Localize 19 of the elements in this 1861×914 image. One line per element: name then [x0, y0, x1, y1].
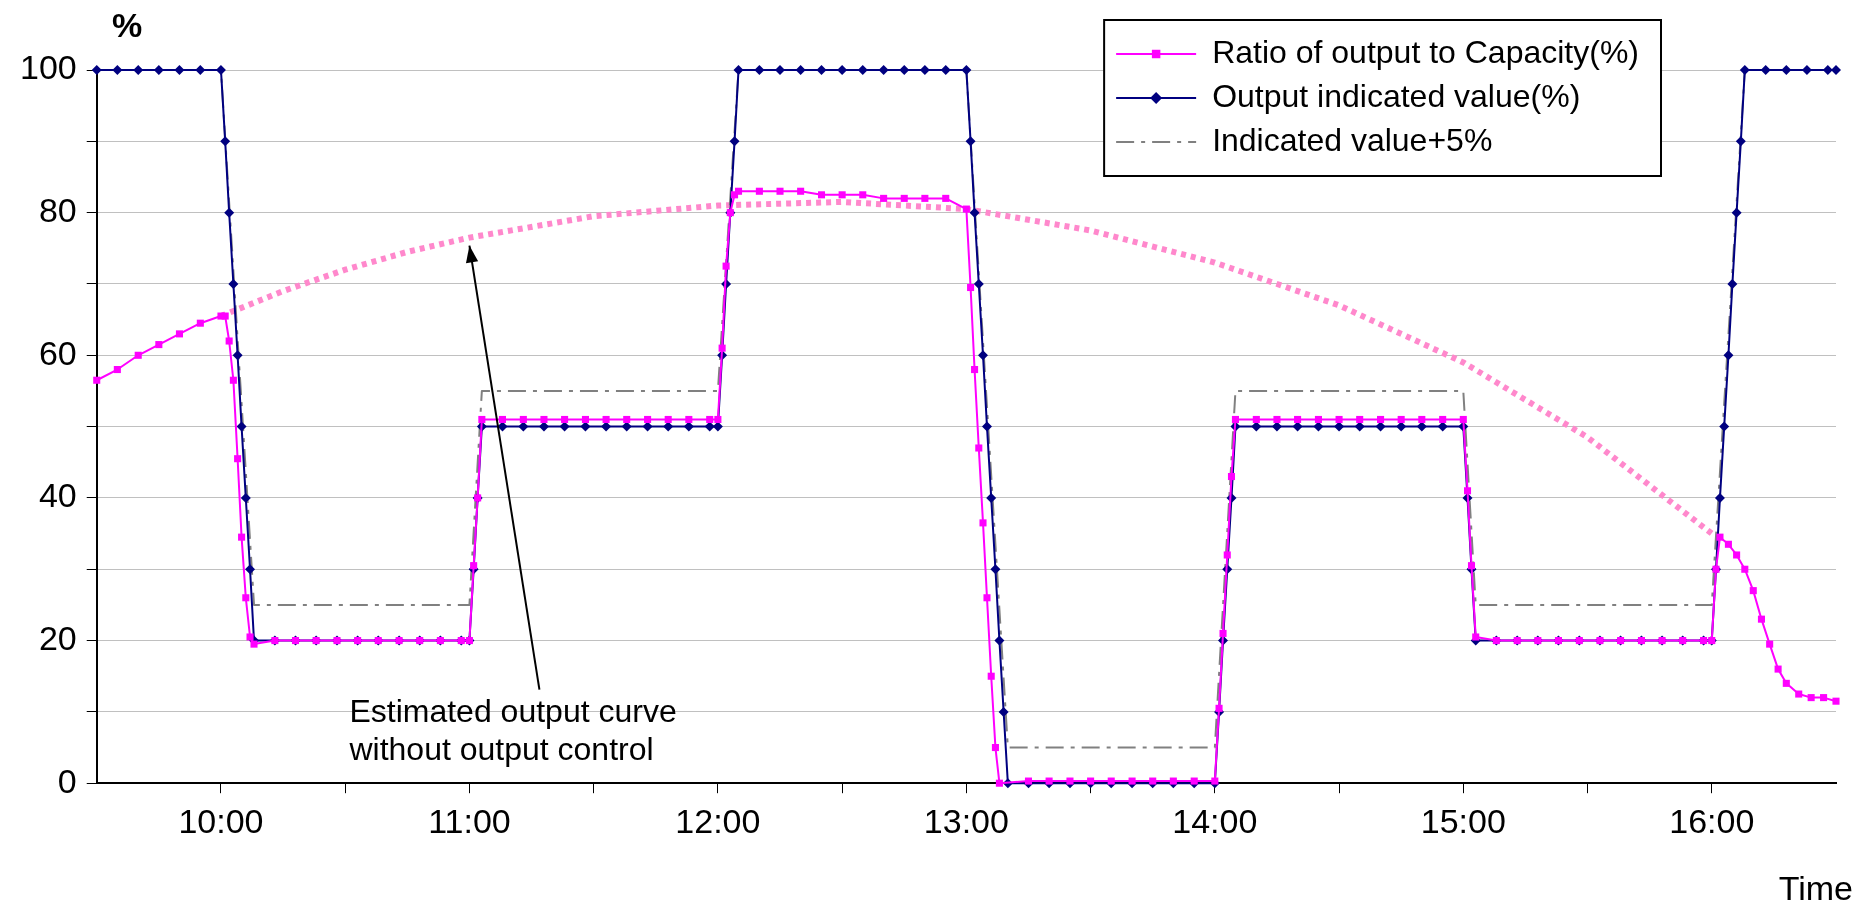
x-tick-label: 12:00 [675, 801, 761, 840]
legend-label: Output indicated value(%) [1212, 77, 1581, 114]
x-tick-label: 11:00 [428, 801, 511, 840]
legend-label: Indicated value+5% [1212, 121, 1493, 158]
y-tick-label: 20 [38, 618, 77, 657]
x-tick-label: 10:00 [178, 801, 264, 840]
x-axis-title: Time [1778, 869, 1853, 908]
legend-label: Ratio of output to Capacity(%) [1212, 33, 1639, 70]
y-tick-label: 80 [38, 191, 77, 230]
y-tick-label: 40 [38, 476, 77, 515]
y-tick-label: 0 [57, 761, 77, 800]
x-tick-label: 16:00 [1669, 801, 1755, 840]
x-tick-label: 14:00 [1172, 801, 1258, 840]
annotation: Estimated output curve without output control [348, 693, 677, 768]
y-tick-label: 60 [38, 333, 77, 372]
y-tick-label: 100 [19, 48, 77, 87]
x-tick-label: 13:00 [923, 801, 1009, 840]
y-axis-title: % [112, 6, 143, 45]
x-tick-label: 15:00 [1420, 801, 1506, 840]
